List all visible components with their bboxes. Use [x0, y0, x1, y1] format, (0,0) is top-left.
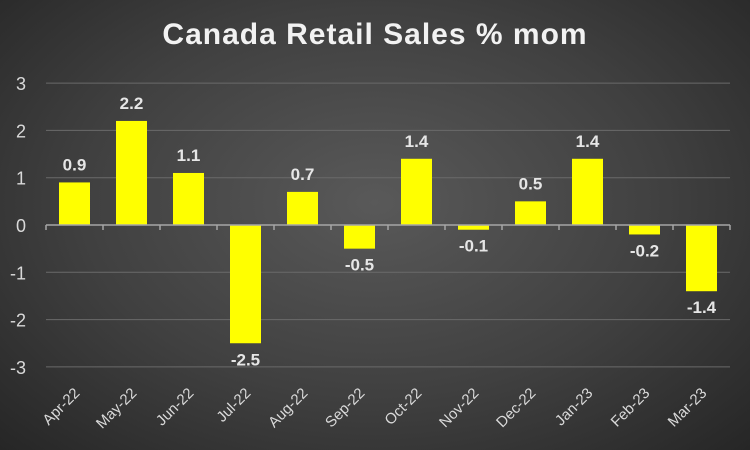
- x-tick-label: Dec-22: [493, 385, 539, 431]
- x-tick-label: Jan-23: [552, 385, 596, 429]
- y-tick-label: 0: [16, 216, 26, 236]
- bar: [572, 158, 603, 225]
- bar: [230, 225, 261, 344]
- x-tick-label: Nov-22: [436, 385, 482, 431]
- x-tick-label: Oct-22: [381, 385, 425, 429]
- bar: [686, 225, 717, 292]
- y-tick-label: 1: [16, 169, 26, 189]
- data-label: -2.5: [231, 350, 260, 369]
- data-label: 0.9: [63, 155, 87, 174]
- chart-title: Canada Retail Sales % mom: [162, 18, 588, 51]
- bar: [458, 225, 489, 230]
- x-tick-label: Jul-22: [213, 385, 254, 426]
- x-tick-label: Aug-22: [265, 385, 311, 431]
- bar: [59, 182, 90, 225]
- x-tick-label: Jun-22: [153, 385, 197, 429]
- x-tick-label: Apr-22: [39, 385, 83, 429]
- y-tick-label: -2: [10, 311, 26, 331]
- y-tick-label: 2: [16, 121, 26, 141]
- x-tick-label: Sep-22: [322, 385, 368, 431]
- data-label: -1.4: [687, 298, 717, 317]
- data-label: -0.5: [345, 256, 374, 275]
- data-label: 0.7: [291, 165, 315, 184]
- x-tick-label: Mar-23: [665, 385, 711, 431]
- y-tick-label: -1: [10, 263, 26, 283]
- bar: [173, 172, 204, 225]
- data-label: 0.5: [519, 174, 543, 193]
- bar: [287, 191, 318, 225]
- data-label: 1.4: [576, 132, 600, 151]
- bar: [629, 225, 660, 235]
- y-tick-label: 3: [16, 74, 26, 94]
- data-label: -0.2: [630, 241, 659, 260]
- x-tick-label: May-22: [93, 385, 140, 432]
- y-tick-label: -3: [10, 358, 26, 378]
- x-tick-label: Feb-23: [608, 385, 654, 431]
- data-label: -0.1: [459, 237, 488, 256]
- bar: [401, 158, 432, 225]
- bar: [515, 201, 546, 225]
- bar: [116, 120, 147, 225]
- data-label: 1.1: [177, 146, 201, 165]
- bar: [344, 225, 375, 249]
- data-label: 2.2: [120, 94, 144, 113]
- data-label: 1.4: [405, 132, 429, 151]
